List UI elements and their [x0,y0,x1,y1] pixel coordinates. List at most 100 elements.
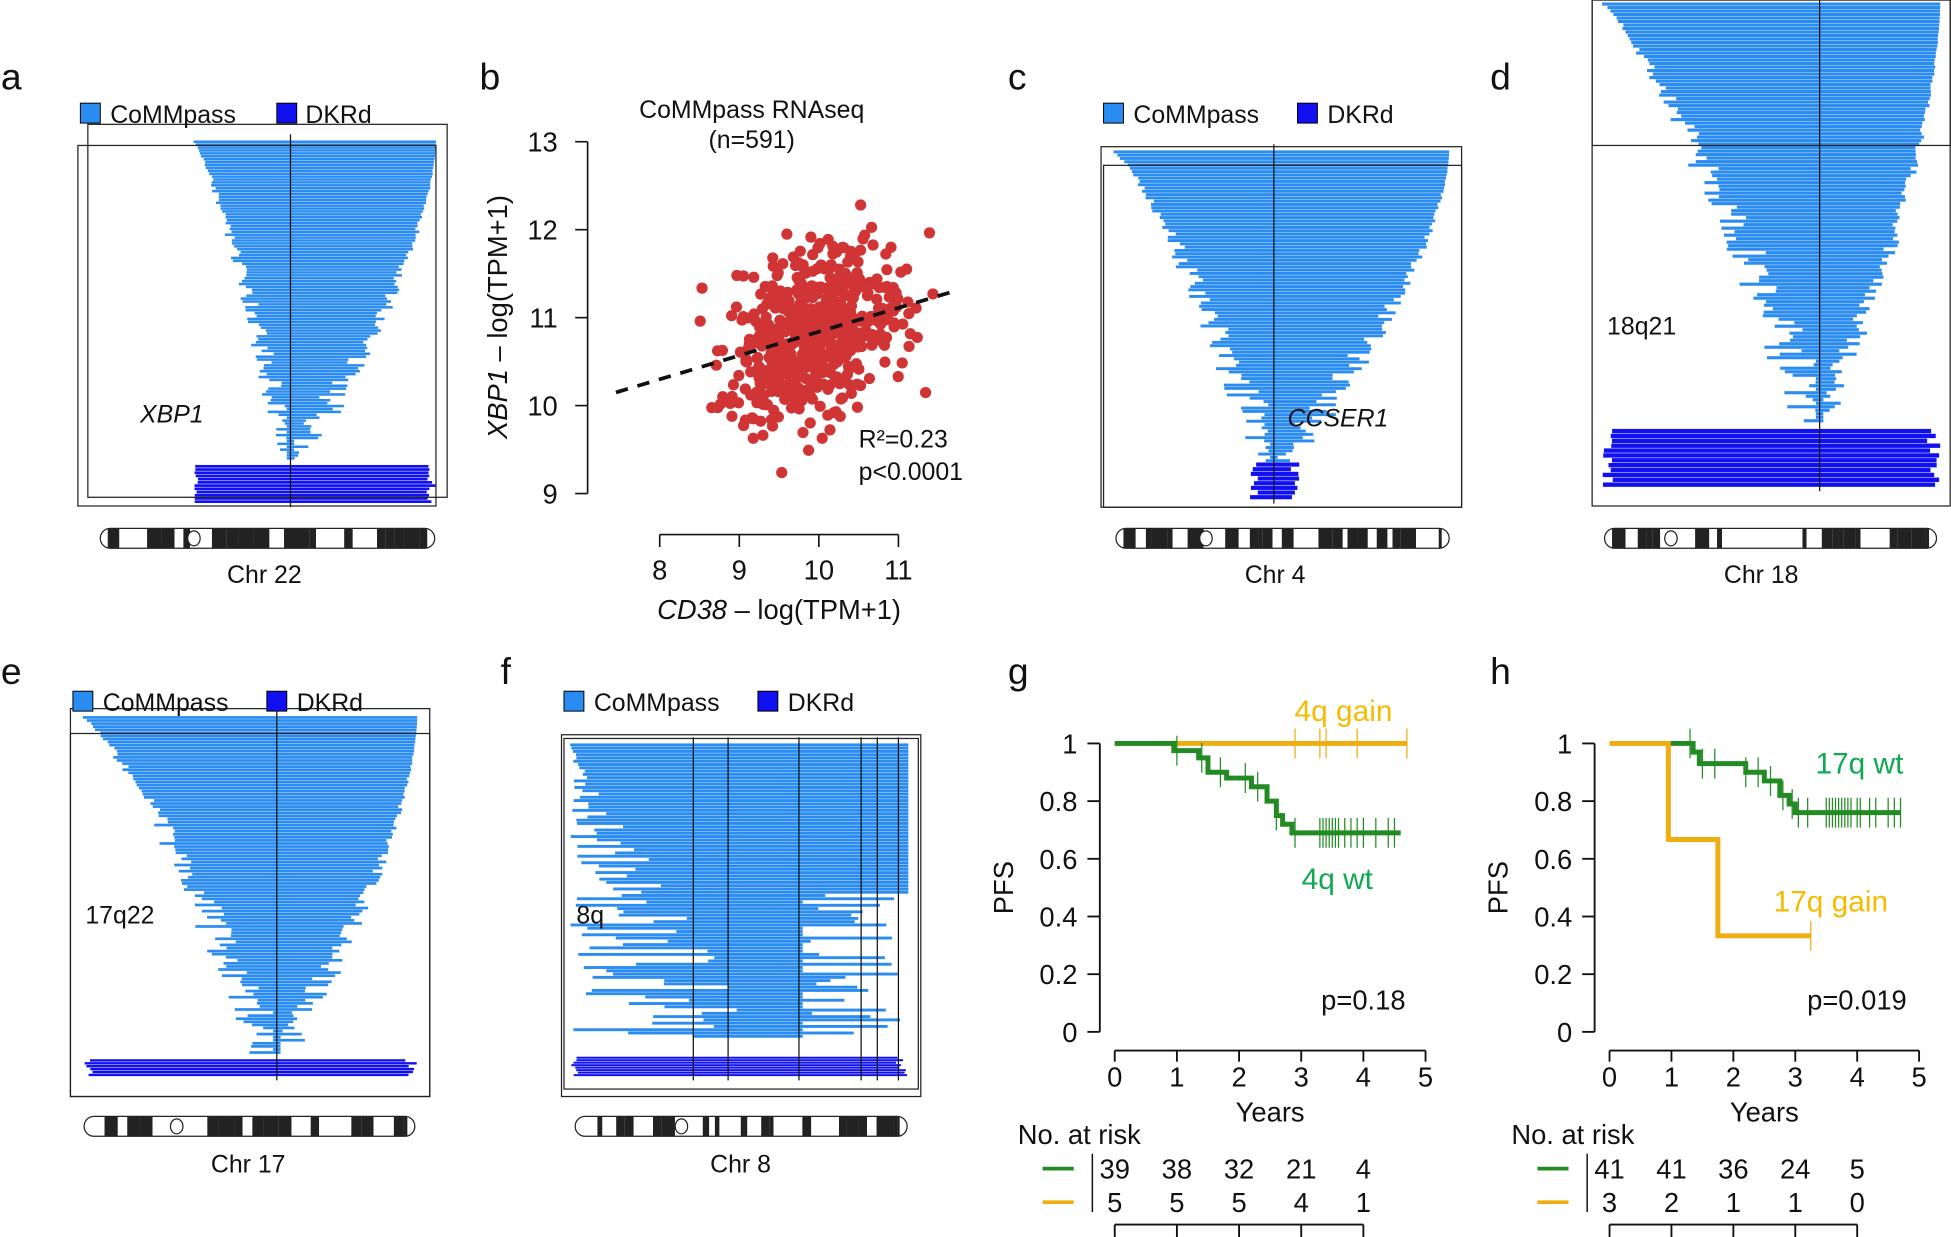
commpass-segment [286,407,333,411]
legend-swatch-dkrd [1296,102,1318,124]
chromosome-band [242,1116,253,1137]
commpass-segment [586,776,909,780]
commpass-segment [246,271,397,274]
commpass-segment [1249,380,1349,384]
commpass-segment [1790,338,1847,342]
dkrd-segment [1250,495,1292,500]
chromosome-band [838,1116,847,1137]
commpass-segment [1697,135,1924,139]
commpass-segment [1613,12,1940,17]
commpass-segment [173,832,393,836]
scatter-point [866,221,878,233]
chromosome-band [351,1116,362,1137]
chromosome-band [1342,528,1348,549]
commpass-segment [273,352,371,356]
commpass-segment [576,756,909,760]
chromosome-band [1709,528,1718,549]
chromosome-band [624,1116,634,1137]
scatter-x-label: CD38 – log(TPM+1) [657,594,901,625]
y-tick-label: 1 [1062,728,1077,759]
commpass-segment [595,871,909,875]
chromosome-band [238,528,254,549]
scatter-point [747,432,759,444]
chromosome-ideogram [1115,527,1450,549]
commpass-segment [1649,62,1935,66]
commpass-segment [225,213,421,216]
commpass-segment [245,285,398,289]
commpass-segment [154,823,394,827]
scatter-point [904,328,916,340]
commpass-segment [1268,449,1293,453]
y-tick-label: 0.8 [1534,786,1572,817]
commpass-segment [1764,345,1849,349]
commpass-segment [1794,321,1863,325]
commpass-segment [1753,296,1875,300]
chromosome-band [194,1116,208,1137]
commpass-segment [193,140,436,144]
chromosome-band [394,528,404,549]
scatter-point [787,384,799,397]
commpass-segment [247,317,385,321]
commpass-segment [220,918,355,922]
dkrd-segment [575,1066,900,1069]
commpass-segment [1214,317,1392,321]
commpass-segment [1763,303,1860,307]
gene-label-ccser1: CCSER1 [1288,404,1389,432]
commpass-segment [1209,298,1394,302]
plot-frame [1102,164,1463,508]
commpass-segment [618,913,852,917]
chromosome-band [1821,528,1833,549]
chromosome-band [174,528,184,549]
chromosome-band [1754,528,1769,549]
commpass-segment [230,224,418,228]
scatter-point [748,271,760,283]
scatter-point [777,258,789,270]
y-tick-label: 10 [527,391,557,422]
commpass-segment [1815,387,1836,391]
scatter-point [879,356,891,368]
commpass-segment [1228,370,1354,374]
commpass-segment [251,288,400,292]
commpass-segment [1704,181,1906,185]
commpass-segment [1145,193,1441,197]
chromosome-band [1838,528,1844,549]
scatter-point [731,269,743,282]
scatter-axes: 9 10 11 12 13 8 9 10 11 [527,127,912,586]
commpass-segment [181,879,379,882]
commpass-segment [1775,289,1877,293]
scatter-point [833,326,845,339]
commpass-segment [200,155,436,158]
risk-count: 4 [1356,1154,1371,1185]
commpass-segment [258,337,368,341]
plot-frame [563,737,919,1090]
commpass-segment [286,454,299,457]
risk-table-title: No. at risk [1511,1119,1634,1150]
commpass-segment [636,962,892,966]
dkrd-segment [576,1059,904,1062]
chromosome-band [1145,528,1152,549]
commpass-segment [588,802,909,806]
commpass-segment [231,931,342,934]
chromosome-band [326,528,332,549]
commpass-segment [641,890,909,894]
commpass-segment [1731,209,1896,213]
region-label-18q21: 18q21 [1607,312,1676,340]
commpass-segment [245,265,399,268]
commpass-segment [1189,271,1407,275]
scatter-point [927,288,939,300]
commpass-segment [246,268,402,271]
commpass-segment [1767,356,1843,360]
commpass-segment [255,340,364,344]
series-label: 4q wt [1302,863,1374,896]
commpass-segment [204,163,434,167]
commpass-segment [1757,293,1865,297]
legend-label-dkrd: DKRd [1327,101,1393,129]
legend-e: CoMMpass DKRd [72,689,363,717]
chromosome-band [183,528,191,549]
commpass-segment [1789,331,1867,335]
commpass-segment [195,925,344,928]
chromosome-band [1135,528,1146,549]
scatter-point [834,378,846,390]
commpass-segment [122,768,412,772]
commpass-segment [252,1041,281,1045]
